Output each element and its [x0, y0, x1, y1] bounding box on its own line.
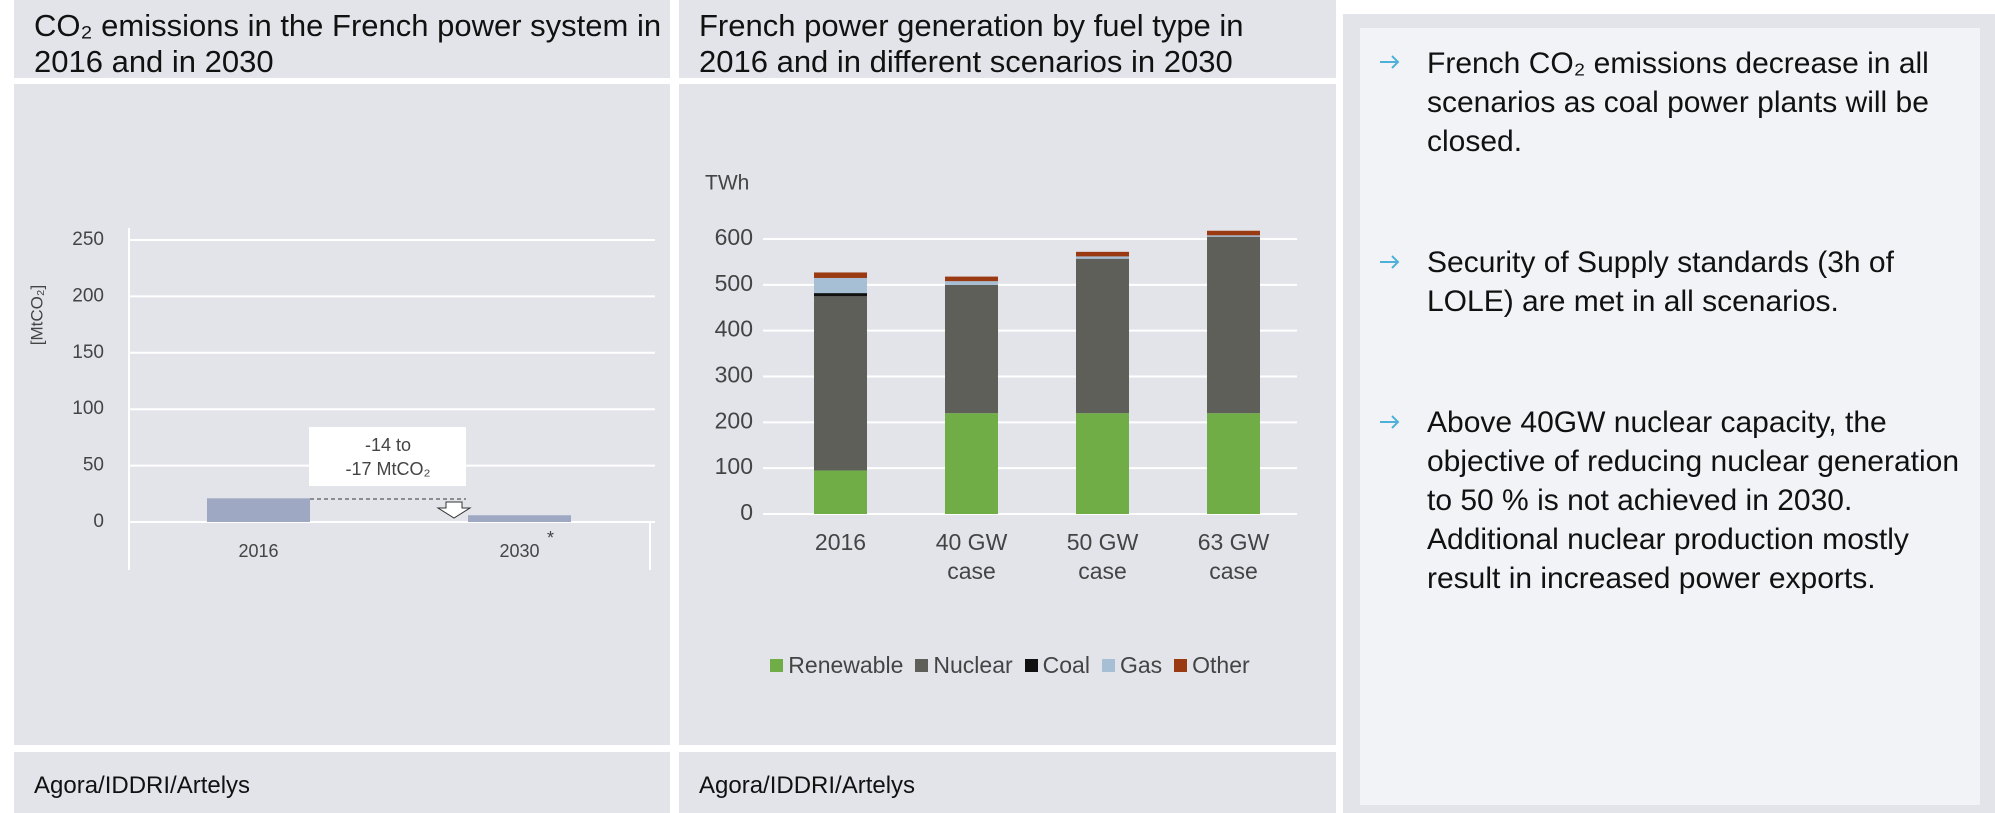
y-axis-label: [MtCO₂]	[27, 285, 46, 345]
y-tick-label: 0	[93, 511, 104, 532]
source-strip	[14, 752, 670, 813]
x-tick-label: 2030	[499, 541, 539, 561]
bar-segment	[814, 296, 867, 471]
y-tick-label: 100	[72, 398, 104, 419]
bullet-text: French CO₂ emissions decrease in all sce…	[1427, 47, 1929, 158]
y-axis-label: TWh	[705, 172, 749, 195]
title-strip	[679, 0, 1336, 78]
legend-item: Other	[1174, 652, 1250, 679]
bullet-arrow	[1380, 255, 1400, 269]
chart-panel	[14, 84, 670, 745]
bar-segment	[814, 293, 867, 297]
bar-segment	[1207, 230, 1260, 236]
legend-label: Other	[1192, 652, 1250, 678]
source: Agora/IDDRI/Artelys	[34, 772, 251, 799]
legend-label: Renewable	[788, 652, 904, 678]
annotation-arrow	[436, 501, 472, 519]
x-tick-label: 40 GW case	[935, 529, 1008, 584]
y-tick-label: 250	[72, 229, 104, 250]
bar	[468, 515, 571, 522]
bar-segment	[1207, 235, 1260, 237]
bullet-text: Above 40GW nuclear capacity, the objecti…	[1427, 406, 1960, 595]
bullet-arrow	[1380, 415, 1400, 429]
bullet-arrow	[1380, 55, 1400, 69]
bar-segment	[814, 272, 867, 278]
y-tick-label: 500	[715, 270, 753, 296]
y-tick-label: 50	[83, 455, 104, 476]
legend-label: Nuclear	[933, 652, 1013, 678]
title-strip	[14, 0, 670, 78]
source: Agora/IDDRI/Artelys	[699, 772, 916, 799]
y-tick-label: 200	[715, 407, 753, 433]
bar-segment	[1076, 256, 1129, 259]
y-tick-label: 600	[715, 224, 753, 250]
y-tick-label: 400	[715, 316, 753, 342]
y-tick-label: 100	[715, 453, 753, 479]
bar	[207, 498, 310, 522]
bar-segment	[945, 413, 998, 514]
bar-segment	[814, 470, 867, 514]
chart-title: French power generation by fuel type in …	[699, 8, 1244, 79]
y-tick-label: 200	[72, 285, 104, 306]
bar-segment	[814, 277, 867, 294]
legend-item: Coal	[1024, 652, 1090, 679]
x-tick-label: 50 GW case	[1066, 529, 1139, 584]
y-tick-label: 300	[715, 362, 753, 388]
legend-swatch	[1174, 659, 1188, 672]
annotation: -14 to	[365, 435, 411, 455]
bar-segment	[945, 284, 998, 414]
legend-label: Coal	[1042, 652, 1090, 678]
legend-item: Nuclear	[915, 652, 1013, 679]
legend-swatch	[915, 659, 929, 672]
bar-segment	[1207, 413, 1260, 514]
annotation-box	[309, 427, 466, 486]
source-strip	[679, 752, 1336, 813]
y-tick-label: 0	[740, 499, 753, 525]
legend-swatch	[770, 659, 784, 672]
x-tick-label: 63 GW case	[1197, 529, 1270, 584]
legend-item: Gas	[1101, 652, 1163, 679]
legend-swatch	[1024, 659, 1038, 672]
legend-label: Gas	[1119, 652, 1163, 678]
bullet-arrows	[1380, 55, 1400, 429]
legend-swatch	[1101, 659, 1115, 672]
x-tick-label: 2016	[238, 541, 278, 561]
bar-segment	[1076, 413, 1129, 514]
annotation: -17 MtCO₂	[346, 459, 431, 479]
bar-segment	[1076, 258, 1129, 414]
bar-segment	[945, 281, 998, 285]
bar-segment	[945, 276, 998, 282]
footnote-mark: *	[547, 528, 554, 548]
bullet-text: Security of Supply standards (3h of LOLE…	[1427, 246, 1894, 318]
y-tick-label: 150	[72, 342, 104, 363]
legend-item: Renewable	[770, 652, 903, 679]
text-box	[1360, 28, 1980, 805]
legend: Renewable Nuclear Coal Gas Other	[700, 652, 1320, 679]
bar-segment	[1207, 236, 1260, 414]
chart-title: CO₂ emissions in the French power system…	[34, 8, 662, 79]
bar-segment	[1076, 251, 1129, 257]
x-tick-label: 2016	[814, 529, 867, 555]
